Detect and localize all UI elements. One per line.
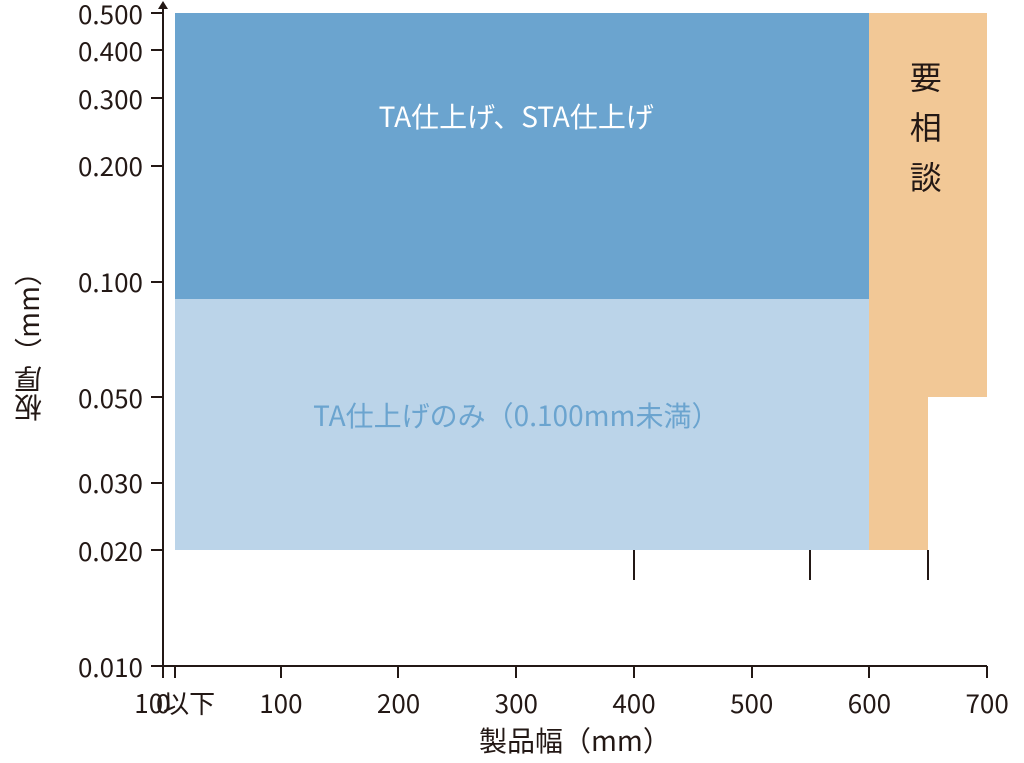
y-tick-label: 0.100 [78, 263, 143, 300]
x-tick [397, 666, 399, 678]
y-tick-label: 0.500 [78, 0, 143, 32]
x-tick-label: 100 [259, 684, 302, 721]
x-tick [515, 666, 517, 678]
y-axis-label: 板厚（mm） [8, 258, 48, 422]
y-tick-label: 0.030 [78, 464, 143, 501]
x-tick-label: 400 [612, 684, 655, 721]
y-tick [151, 12, 163, 14]
x-tick [174, 666, 176, 678]
y-axis-line [162, 7, 164, 666]
x-axis-label: 製品幅（mm） [479, 720, 671, 760]
y-tick [151, 97, 163, 99]
x-guide-tick [927, 550, 929, 580]
y-tick [151, 165, 163, 167]
x-tick-label: 600 [848, 684, 891, 721]
x-tick [751, 666, 753, 678]
x-tick [162, 666, 164, 678]
region-consult-part-1 [869, 397, 928, 482]
y-tick-label: 0.050 [78, 379, 143, 416]
y-tick-label: 0.020 [78, 532, 143, 569]
y-tick-label: 0.010 [78, 648, 143, 685]
x-axis-line [163, 665, 987, 667]
y-tick-label: 0.300 [78, 80, 143, 117]
x-guide-tick [633, 550, 635, 580]
region-ta-only-label: TA仕上げのみ（0.100mm未満） [313, 395, 719, 435]
y-axis-arrow-icon [158, 1, 168, 9]
x-tick-label: 500 [730, 684, 773, 721]
x-tick-label: 700 [966, 684, 1009, 721]
x-tick-label: 200 [377, 684, 420, 721]
y-tick [151, 549, 163, 551]
region-consult-label: 要相談 [903, 61, 949, 211]
y-tick-label: 0.400 [78, 32, 143, 69]
x-tick [280, 666, 282, 678]
region-ta-sta-label: TA仕上げ、STA仕上げ [379, 96, 654, 136]
y-tick [151, 281, 163, 283]
y-tick [151, 49, 163, 51]
x-tick-label: 300 [495, 684, 538, 721]
x-tick [868, 666, 870, 678]
region-ta-sta [175, 13, 870, 299]
y-tick [151, 396, 163, 398]
thickness-width-region-chart: TA仕上げ、STA仕上げTA仕上げのみ（0.100mm未満）要相談010以下10… [0, 0, 1024, 763]
y-tick [151, 665, 163, 667]
x-tick [986, 666, 988, 678]
y-tick [151, 482, 163, 484]
x-guide-tick [809, 550, 811, 580]
x-tick [633, 666, 635, 678]
y-tick-label: 0.200 [78, 147, 143, 184]
x-tick-label: 10以下 [134, 684, 215, 721]
